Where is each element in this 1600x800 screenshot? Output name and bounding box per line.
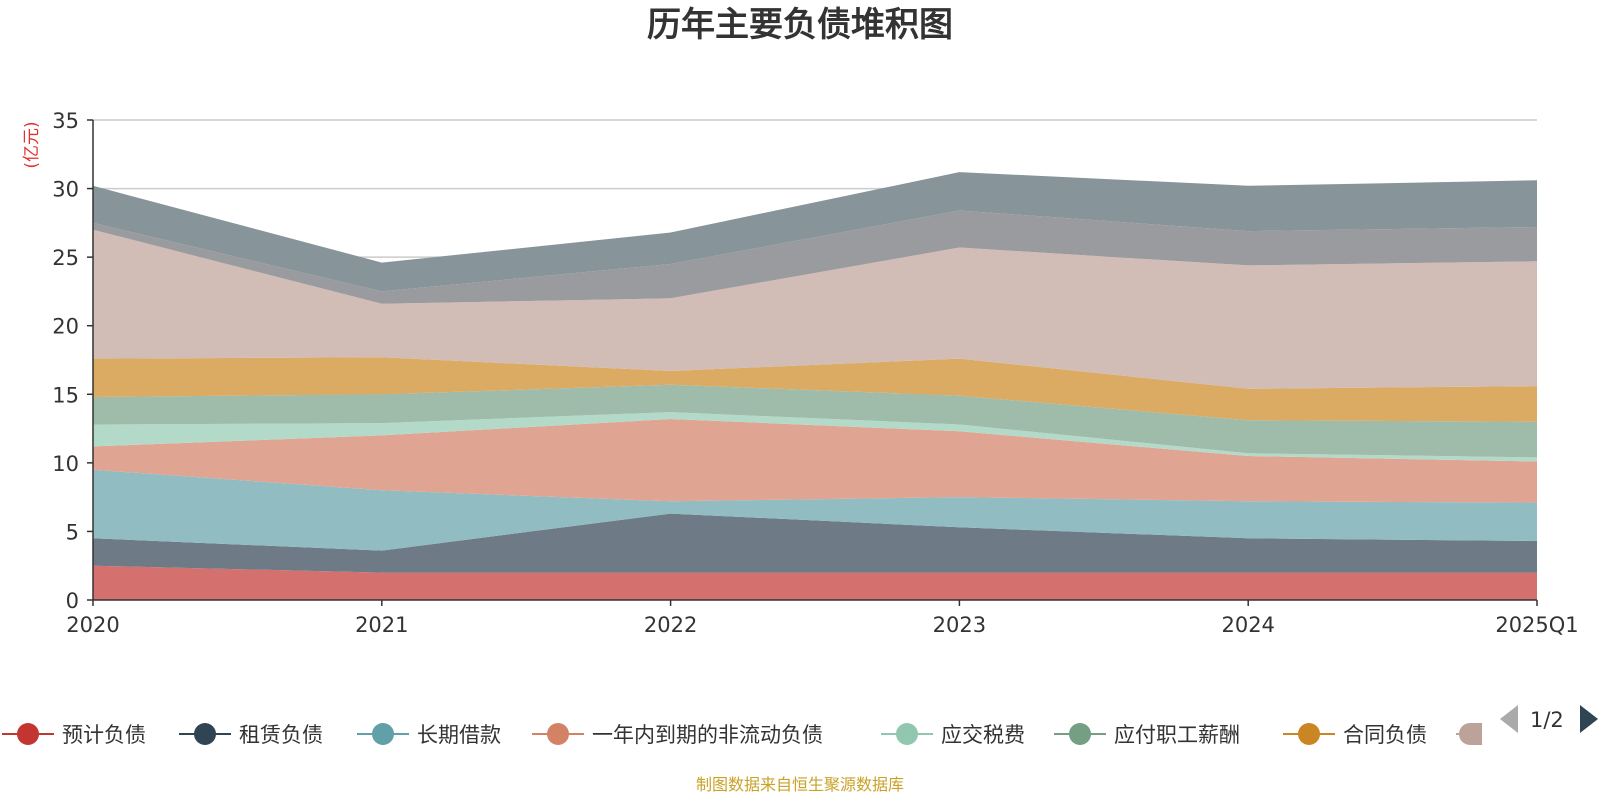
y-tick-label: 25: [52, 246, 79, 270]
area-series-10: [93, 172, 1537, 292]
legend-label: 租赁负债: [239, 723, 323, 747]
chart-title: 历年主要负债堆积图: [647, 5, 953, 45]
triangle-right-icon[interactable]: [1580, 705, 1598, 733]
y-tick-label: 30: [52, 178, 79, 202]
legend-label: 长期借款: [417, 723, 501, 747]
area-series-5: [93, 412, 1537, 462]
legend-item-3[interactable]: 长期借款: [357, 723, 501, 747]
x-tick-label: 2025Q1: [1495, 613, 1578, 637]
legend-label: 应交税费: [941, 723, 1025, 747]
y-axis-unit-label: (亿元): [22, 121, 42, 168]
legend-label: 应付职工薪酬: [1114, 723, 1240, 747]
legend-item-4[interactable]: 一年内到期的非流动负债: [532, 723, 823, 747]
area-series-6: [93, 384, 1537, 458]
axes: [92, 120, 1537, 601]
source-note: 制图数据来自恒生聚源数据库: [696, 775, 904, 794]
legend-circle-icon: [1298, 723, 1320, 745]
area-series-3: [93, 469, 1537, 551]
legend-page-indicator: 1/2: [1530, 708, 1564, 732]
area-series-1: [93, 565, 1537, 600]
legend-circle-icon: [194, 723, 216, 745]
area-series-7: [93, 357, 1537, 422]
y-tick-label: 10: [52, 452, 79, 476]
y-tick-label: 20: [52, 315, 79, 339]
area-series-4: [93, 419, 1537, 503]
legend-item-7[interactable]: 合同负债: [1283, 723, 1427, 747]
legend-mask: [1482, 720, 1492, 748]
legend-circle-icon: [17, 723, 39, 745]
legend-circle-icon: [1069, 723, 1091, 745]
legend-label: 预计负债: [62, 723, 146, 747]
legend-circle-icon: [547, 723, 569, 745]
x-tick-label: 2021: [355, 613, 408, 637]
area-series-2: [93, 513, 1537, 573]
legend-item-6[interactable]: 应付职工薪酬: [1054, 723, 1240, 747]
area-series-8: [93, 229, 1537, 389]
legend-item-1[interactable]: 预计负债: [2, 723, 146, 747]
y-tick-label: 35: [52, 109, 79, 133]
legend-label: 合同负债: [1343, 723, 1427, 747]
x-tick-label: 2024: [1221, 613, 1274, 637]
area-series: [93, 172, 1537, 600]
area-series-9: [93, 210, 1537, 304]
y-tick-label: 0: [66, 589, 79, 613]
y-axis-ticks: 0 5 10 15 20 25 30 35: [52, 109, 93, 613]
triangle-left-icon[interactable]: [1500, 705, 1518, 733]
x-tick-label: 2022: [644, 613, 697, 637]
legend-item-2[interactable]: 租赁负债: [179, 723, 323, 747]
legend-circle-icon: [1459, 723, 1482, 745]
legend-pager: 1/2: [1500, 705, 1598, 733]
y-tick-label: 5: [66, 520, 79, 544]
legend-circle-icon: [372, 723, 394, 745]
legend-circle-icon: [896, 723, 918, 745]
legend-label: 一年内到期的非流动负债: [592, 723, 823, 747]
legend: 预计负债 租赁负债 长期借款 一年内到期的非流动负债 应交税费 应付职工薪酬 合同负债: [2, 720, 1492, 748]
legend-item-5[interactable]: 应交税费: [881, 723, 1025, 747]
x-axis-ticks: 2020 2021 2022 2023 2024 2025Q1: [66, 600, 1579, 637]
y-tick-label: 15: [52, 383, 79, 407]
x-tick-label: 2020: [66, 613, 119, 637]
x-tick-label: 2023: [933, 613, 986, 637]
